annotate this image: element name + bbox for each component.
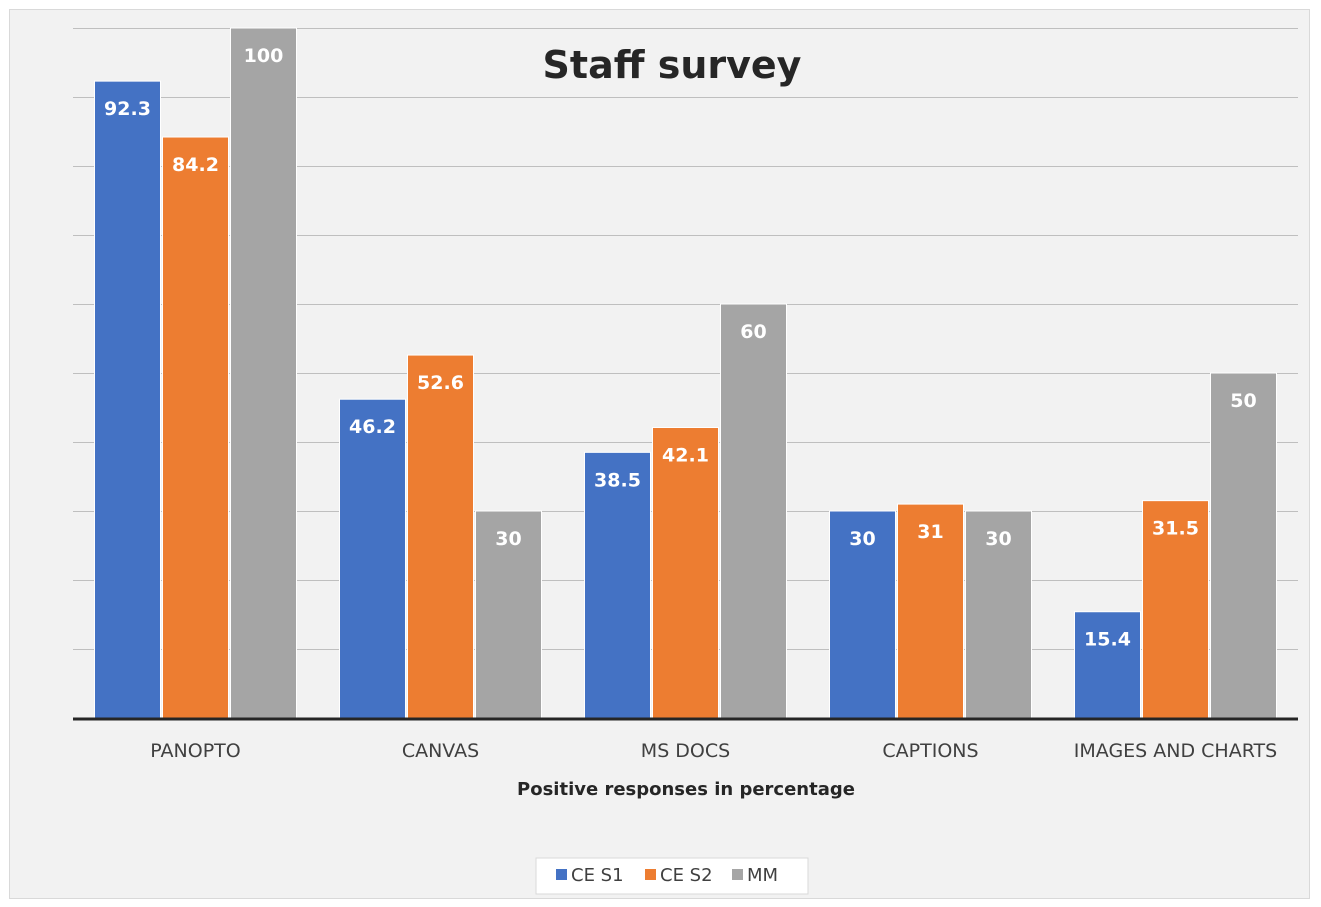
data-label: 30 bbox=[849, 528, 875, 550]
category-label: PANOPTO bbox=[150, 740, 240, 762]
legend: CE S1 CE S2 MM bbox=[535, 857, 809, 895]
bar-ce-s1-canvas bbox=[339, 398, 406, 719]
bar-chart: 92.3 84.2 100 46.2 52.6 30 38.5 42.1 60 30 31 30 15.… bbox=[73, 27, 1298, 895]
bar-ce-s2-ms-docs bbox=[652, 427, 719, 719]
data-label: 52.6 bbox=[417, 372, 464, 394]
data-label: 60 bbox=[740, 321, 766, 343]
data-label: 31.5 bbox=[1152, 518, 1199, 540]
bar-mm-canvas bbox=[475, 510, 542, 719]
data-label: 50 bbox=[1230, 390, 1256, 412]
data-label: 84.2 bbox=[172, 154, 219, 176]
legend-swatch bbox=[732, 869, 743, 880]
legend-box bbox=[535, 857, 809, 895]
category-labels: PANOPTO CANVAS MS DOCS CAPTIONS IMAGES AND C… bbox=[150, 740, 1277, 762]
data-label: 30 bbox=[985, 528, 1011, 550]
category-label: IMAGES AND CHARTS bbox=[1074, 740, 1277, 762]
bar-ce-s2-captions bbox=[897, 503, 964, 719]
bar-ce-s1-ms-docs bbox=[584, 451, 651, 719]
legend-label: CE S1 bbox=[571, 865, 624, 886]
bar-ce-s2-canvas bbox=[407, 354, 474, 719]
legend-label: MM bbox=[747, 865, 778, 886]
category-label: MS DOCS bbox=[641, 740, 730, 762]
bar-mm-ms-docs bbox=[720, 303, 787, 719]
legend-swatch bbox=[645, 869, 656, 880]
bar-ce-s2-images-and-charts bbox=[1142, 500, 1209, 719]
bar-ce-s1-panopto bbox=[94, 80, 161, 719]
chart-area: 92.3 84.2 100 46.2 52.6 30 38.5 42.1 60 30 31 30 15.… bbox=[9, 9, 1310, 899]
bar-ce-s2-panopto bbox=[162, 136, 229, 719]
data-label: 15.4 bbox=[1084, 629, 1131, 651]
bar-ce-s1-captions bbox=[829, 510, 896, 719]
category-label: CAPTIONS bbox=[882, 740, 978, 762]
bar-mm-captions bbox=[965, 510, 1032, 719]
data-label: 46.2 bbox=[349, 416, 396, 438]
legend-swatch bbox=[556, 869, 567, 880]
data-label: 31 bbox=[917, 521, 943, 543]
data-label: 30 bbox=[495, 528, 521, 550]
data-labels: 92.3 84.2 100 46.2 52.6 30 38.5 42.1 60 30 31 30 15.… bbox=[104, 45, 1257, 651]
data-label: 100 bbox=[244, 45, 284, 67]
bar-ce-s1-images-and-charts bbox=[1074, 611, 1141, 719]
bar-mm-panopto bbox=[230, 27, 297, 719]
chart-title: Staff survey bbox=[543, 43, 802, 87]
bar-mm-images-and-charts bbox=[1210, 372, 1277, 719]
x-axis-title: Positive responses in percentage bbox=[517, 779, 855, 800]
data-label: 38.5 bbox=[594, 469, 641, 491]
data-label: 42.1 bbox=[662, 445, 709, 467]
data-label: 92.3 bbox=[104, 98, 151, 120]
legend-label: CE S2 bbox=[660, 865, 713, 886]
category-label: CANVAS bbox=[402, 740, 479, 762]
